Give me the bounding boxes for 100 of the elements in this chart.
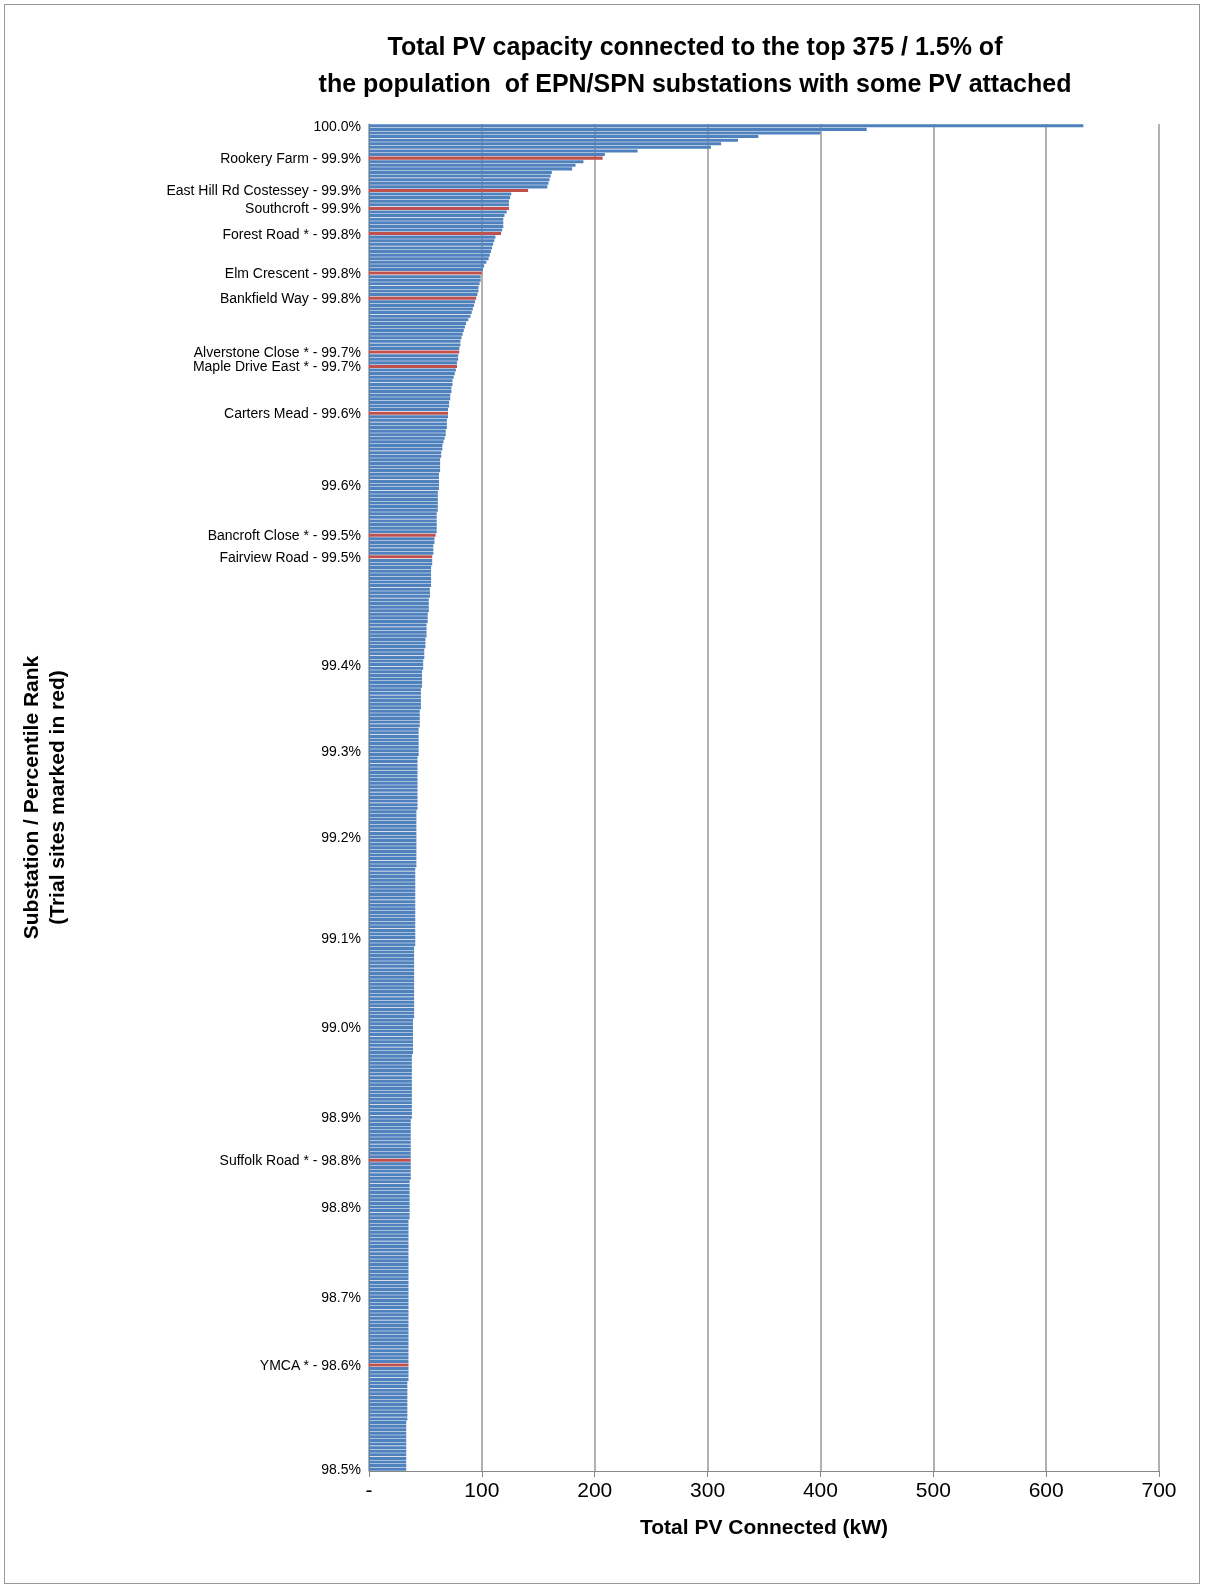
y-tick-label: 99.1%: [321, 929, 361, 946]
bar: [369, 673, 423, 677]
bar: [369, 677, 423, 681]
bar: [369, 975, 415, 979]
bar: [369, 727, 419, 731]
bar: [369, 828, 417, 832]
bar: [369, 767, 418, 771]
y-tick-label: 99.3%: [321, 742, 361, 759]
bar: [369, 249, 491, 254]
bar: [369, 1133, 411, 1137]
bar: [369, 964, 415, 968]
bar: [369, 591, 430, 595]
bar: [369, 1403, 408, 1407]
bar: [369, 1033, 414, 1037]
bar: [369, 447, 443, 451]
bar: [369, 752, 419, 756]
bar: [369, 1367, 409, 1371]
bar: [369, 1058, 412, 1062]
bar: [369, 1244, 409, 1249]
bar: [369, 1094, 412, 1098]
bar: [369, 946, 415, 950]
bar: [369, 217, 504, 221]
bar: [369, 275, 481, 279]
bar: [369, 1298, 409, 1302]
bar: [369, 1054, 412, 1058]
bar: [369, 1004, 415, 1008]
bar: [369, 397, 451, 401]
bar: [369, 264, 485, 268]
y-tick-label: Bancroft Close * - 99.5%: [207, 527, 361, 544]
bar: [369, 1212, 410, 1216]
bar: [369, 659, 424, 663]
bar: [369, 1025, 414, 1029]
bar: [369, 688, 421, 692]
bar: [369, 1144, 411, 1148]
bar: [369, 716, 420, 720]
bar: [369, 303, 474, 307]
bar: [369, 749, 419, 753]
bar: [369, 1266, 409, 1270]
bar: [369, 1022, 414, 1026]
bar: [369, 1072, 412, 1076]
bar: [369, 1309, 409, 1313]
bar: [369, 957, 415, 961]
bar: [369, 936, 416, 940]
bar: [369, 720, 420, 724]
bar: [369, 1216, 410, 1220]
bar: [369, 670, 423, 674]
bar: [369, 813, 417, 817]
bar: [369, 742, 419, 746]
x-tick-label: 400: [802, 1478, 838, 1501]
bar: [369, 831, 417, 835]
bar: [369, 235, 496, 239]
bar: [369, 174, 551, 178]
bar: [369, 1449, 407, 1453]
bar: [369, 706, 421, 710]
bar: [369, 681, 423, 685]
bar: [369, 490, 438, 494]
bar: [369, 1227, 409, 1231]
bar: [369, 426, 447, 430]
bar: [369, 1068, 412, 1073]
bar: [369, 476, 439, 480]
bar: [369, 882, 416, 886]
bar: [369, 997, 415, 1001]
y-tick-label: Fairview Road - 99.5%: [219, 548, 361, 565]
bar: [369, 619, 428, 624]
bar: [369, 849, 417, 853]
bar: [369, 192, 512, 196]
bar: [369, 817, 417, 821]
bar: [369, 1399, 408, 1403]
bar: [369, 357, 459, 361]
bar: [369, 379, 453, 383]
bar: [369, 1291, 409, 1295]
bar: [369, 709, 420, 713]
bar: [369, 278, 481, 282]
bar: [369, 1352, 409, 1356]
bar: [369, 1165, 411, 1169]
bar: [369, 867, 416, 871]
bar: [369, 1467, 407, 1471]
bar: [369, 1086, 412, 1090]
bar: [369, 1018, 414, 1022]
bar: [369, 788, 418, 792]
y-tick-label: Southcroft - 99.9%: [245, 200, 361, 217]
bar: [369, 479, 439, 483]
bar: [369, 774, 418, 778]
bar: [369, 1302, 409, 1306]
bar: [369, 821, 417, 825]
bar: [369, 210, 507, 214]
bar: [369, 1108, 412, 1112]
y-tick-label: Carters Mead - 99.6%: [224, 405, 361, 422]
bar: [369, 1126, 411, 1130]
bar: [369, 734, 419, 738]
x-tick-label: 100: [464, 1478, 500, 1501]
bar: [369, 1198, 410, 1202]
bar: [369, 1194, 410, 1198]
bar: [369, 540, 435, 544]
bar: [369, 846, 417, 850]
bar: [369, 260, 487, 264]
bar: [369, 1345, 409, 1349]
bar: [369, 900, 416, 904]
bar: [369, 1223, 409, 1227]
bar: [369, 875, 416, 879]
